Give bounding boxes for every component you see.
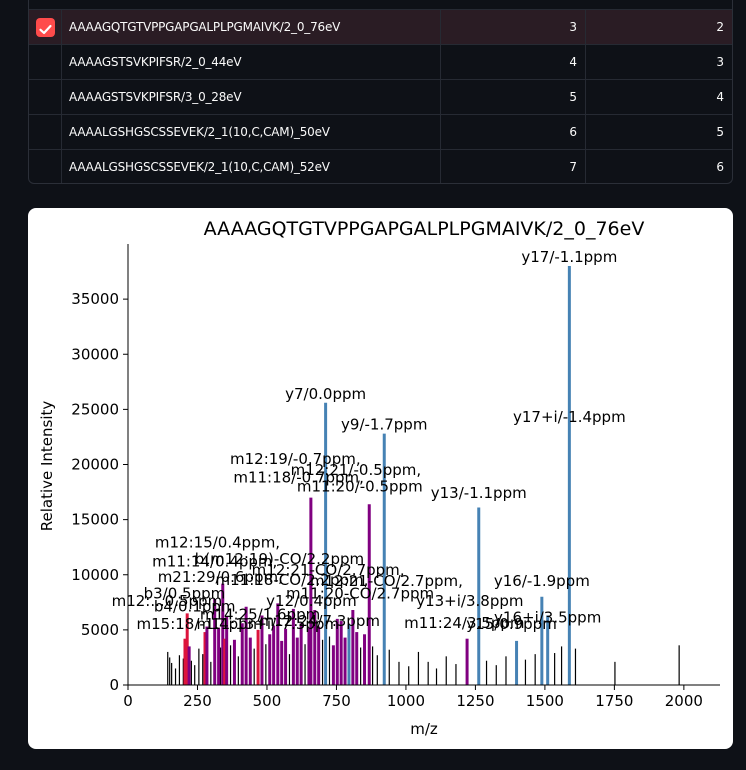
y-tick-label: 5000 xyxy=(81,621,119,639)
peak-annotation: m11:24/3.5ppm xyxy=(404,614,524,632)
peak-annotation: y15/0.9ppm xyxy=(466,615,557,633)
y-axis-label: Relative Intensity xyxy=(38,401,56,532)
peak-annotation: m12:...0.5ppm xyxy=(112,592,223,610)
y-tick-label: 35000 xyxy=(71,290,119,308)
row-select-cell[interactable] xyxy=(29,80,62,115)
peak-annotation: m12:24/7.3ppm xyxy=(260,612,380,630)
spectrum-chart-card: 0 250 500 750 1000 1250 1500 1750 2000 0 5000 10000… xyxy=(28,208,733,749)
cell-name: AAAAGSTSVKPIFSR/3_0_28eV xyxy=(62,80,441,115)
peak-annotation: y17+i/-1.4ppm xyxy=(513,408,626,426)
x-tick-label: 0 xyxy=(123,692,133,710)
y-tick-label: 20000 xyxy=(71,456,119,474)
peak-annotation: m11:14/0.4ppm, xyxy=(152,552,277,570)
peak-annotation: b4/0.1ppm xyxy=(154,598,236,616)
peak-annotation: y13/-1.1ppm xyxy=(431,484,527,502)
y-tick-label: 0 xyxy=(109,676,119,694)
checkmark-icon xyxy=(39,24,52,35)
peak-annotation: y16+i/3.5ppm xyxy=(494,609,601,627)
cell-col2: 4 xyxy=(441,45,586,80)
peak-annotation: y7/0.0ppm xyxy=(285,385,366,403)
x-axis-label: m/z xyxy=(410,720,438,738)
chart-title: AAAAGQTGTVPPGAPGALPLPGMAIVK/2_0_76eV xyxy=(204,218,645,240)
cell-name: AAAAGQTGTVPPGAPGALPLPGMAIVK/2_0_76eV xyxy=(62,10,441,45)
peptide-table: AAAAGQTGTVPPGAPGALPLPGMAIVK/2_0_76eV 3 2 AA… xyxy=(28,0,733,184)
x-tick-label: 1750 xyxy=(595,692,633,710)
spectrum-chart: 0 250 500 750 1000 1250 1500 1750 20000500010000… xyxy=(38,218,720,738)
cell-col3: 3 xyxy=(716,55,724,69)
cell-col2: 5 xyxy=(441,80,586,115)
table-row[interactable]: AAAALGSHGSCSSEVEK/2_1(10,C,CAM)_52eV 7 6 xyxy=(29,149,732,183)
peak-annotation: m15:18/-1.4ppm xyxy=(137,615,263,633)
y-tick-label: 10000 xyxy=(71,566,119,584)
cell-col3: 2 xyxy=(716,20,724,34)
peak-annotation: y17/-1.1ppm xyxy=(521,248,617,266)
row-select-cell[interactable] xyxy=(29,45,62,80)
peak-annotation: m12:21-CO/2.7ppm, xyxy=(252,561,405,579)
x-tick-label: 750 xyxy=(322,692,351,710)
x-tick-label: 500 xyxy=(253,692,282,710)
peak-annotation: m12:21-CO/2.7ppm, xyxy=(310,572,463,590)
peak-annotation: m12:15/0.4ppm, xyxy=(155,534,280,552)
x-tick-label: 1250 xyxy=(456,692,494,710)
peak-annotation: m14:25/1.6ppm xyxy=(200,605,320,623)
cell-col2: 3 xyxy=(441,10,586,45)
table-row[interactable]: AAAAGQTGTVPPGAPGALPLPGMAIVK/2_0_76eV 3 2 xyxy=(29,9,732,45)
x-tick-label: 250 xyxy=(183,692,212,710)
x-tick-label: 2000 xyxy=(665,692,703,710)
peak-annotation: y12/0.4ppm xyxy=(266,592,357,610)
cell-col3: 4 xyxy=(716,90,724,104)
peak-annotation: y9/-1.7ppm xyxy=(341,416,427,434)
cell-name: AAAALGSHGSCSSEVEK/2_1(10,C,CAM)_50eV xyxy=(62,115,441,150)
peak-annotation: m11:18-CO/2.2ppm, xyxy=(216,571,369,589)
peak-annotation: m12:19/-0.7ppm, xyxy=(230,450,361,468)
table-row[interactable]: AAAAGSTSVKPIFSR/2_0_44eV 4 3 xyxy=(29,44,732,80)
cell-col2: 7 xyxy=(441,150,586,183)
table-row[interactable]: AAAALGSHGSCSSEVEK/2_1(10,C,CAM)_50eV 6 5 xyxy=(29,114,732,150)
row-select-cell[interactable] xyxy=(29,115,62,150)
peak-annotation: m11:20/-0.5ppm xyxy=(297,477,423,495)
y-tick-label: 25000 xyxy=(71,400,119,418)
cell-name: AAAALGSHGSCSSEVEK/2_1(10,C,CAM)_52eV xyxy=(62,150,441,183)
cell-col3: 5 xyxy=(716,125,724,139)
peak-annotation: m12:21/-0.5ppm, xyxy=(291,461,422,479)
peak-annotation: y13+i/3.8ppm xyxy=(416,592,523,610)
x-tick-label: 1500 xyxy=(526,692,564,710)
peak-annotation: m11:13+i/-7.5ppm xyxy=(197,615,340,633)
x-tick-label: 1000 xyxy=(387,692,425,710)
cell-name: AAAAGSTSVKPIFSR/2_0_44eV xyxy=(62,45,441,80)
peak-annotation: y16/-1.9ppm xyxy=(494,572,590,590)
y-tick-label: 30000 xyxy=(71,345,119,363)
peak-annotation: b(m12:19)-CO/2.2ppm xyxy=(195,550,364,568)
row-select-cell[interactable] xyxy=(29,150,62,183)
peak-annotation: m11:20-CO/2.7ppm xyxy=(286,584,434,602)
peak-annotation: m21:29/0.6ppm, xyxy=(158,568,283,586)
peak-annotation: b3/0.5ppm xyxy=(144,584,226,602)
peak-annotation: m11:18/-0.7ppm, xyxy=(233,469,364,487)
row-select-cell[interactable] xyxy=(29,10,62,45)
cell-col2: 6 xyxy=(441,115,586,150)
table-row[interactable]: AAAAGSTSVKPIFSR/3_0_28eV 5 4 xyxy=(29,79,732,115)
cell-col3: 6 xyxy=(716,160,724,174)
row-checkbox-checked[interactable] xyxy=(36,18,55,37)
y-tick-label: 15000 xyxy=(71,511,119,529)
